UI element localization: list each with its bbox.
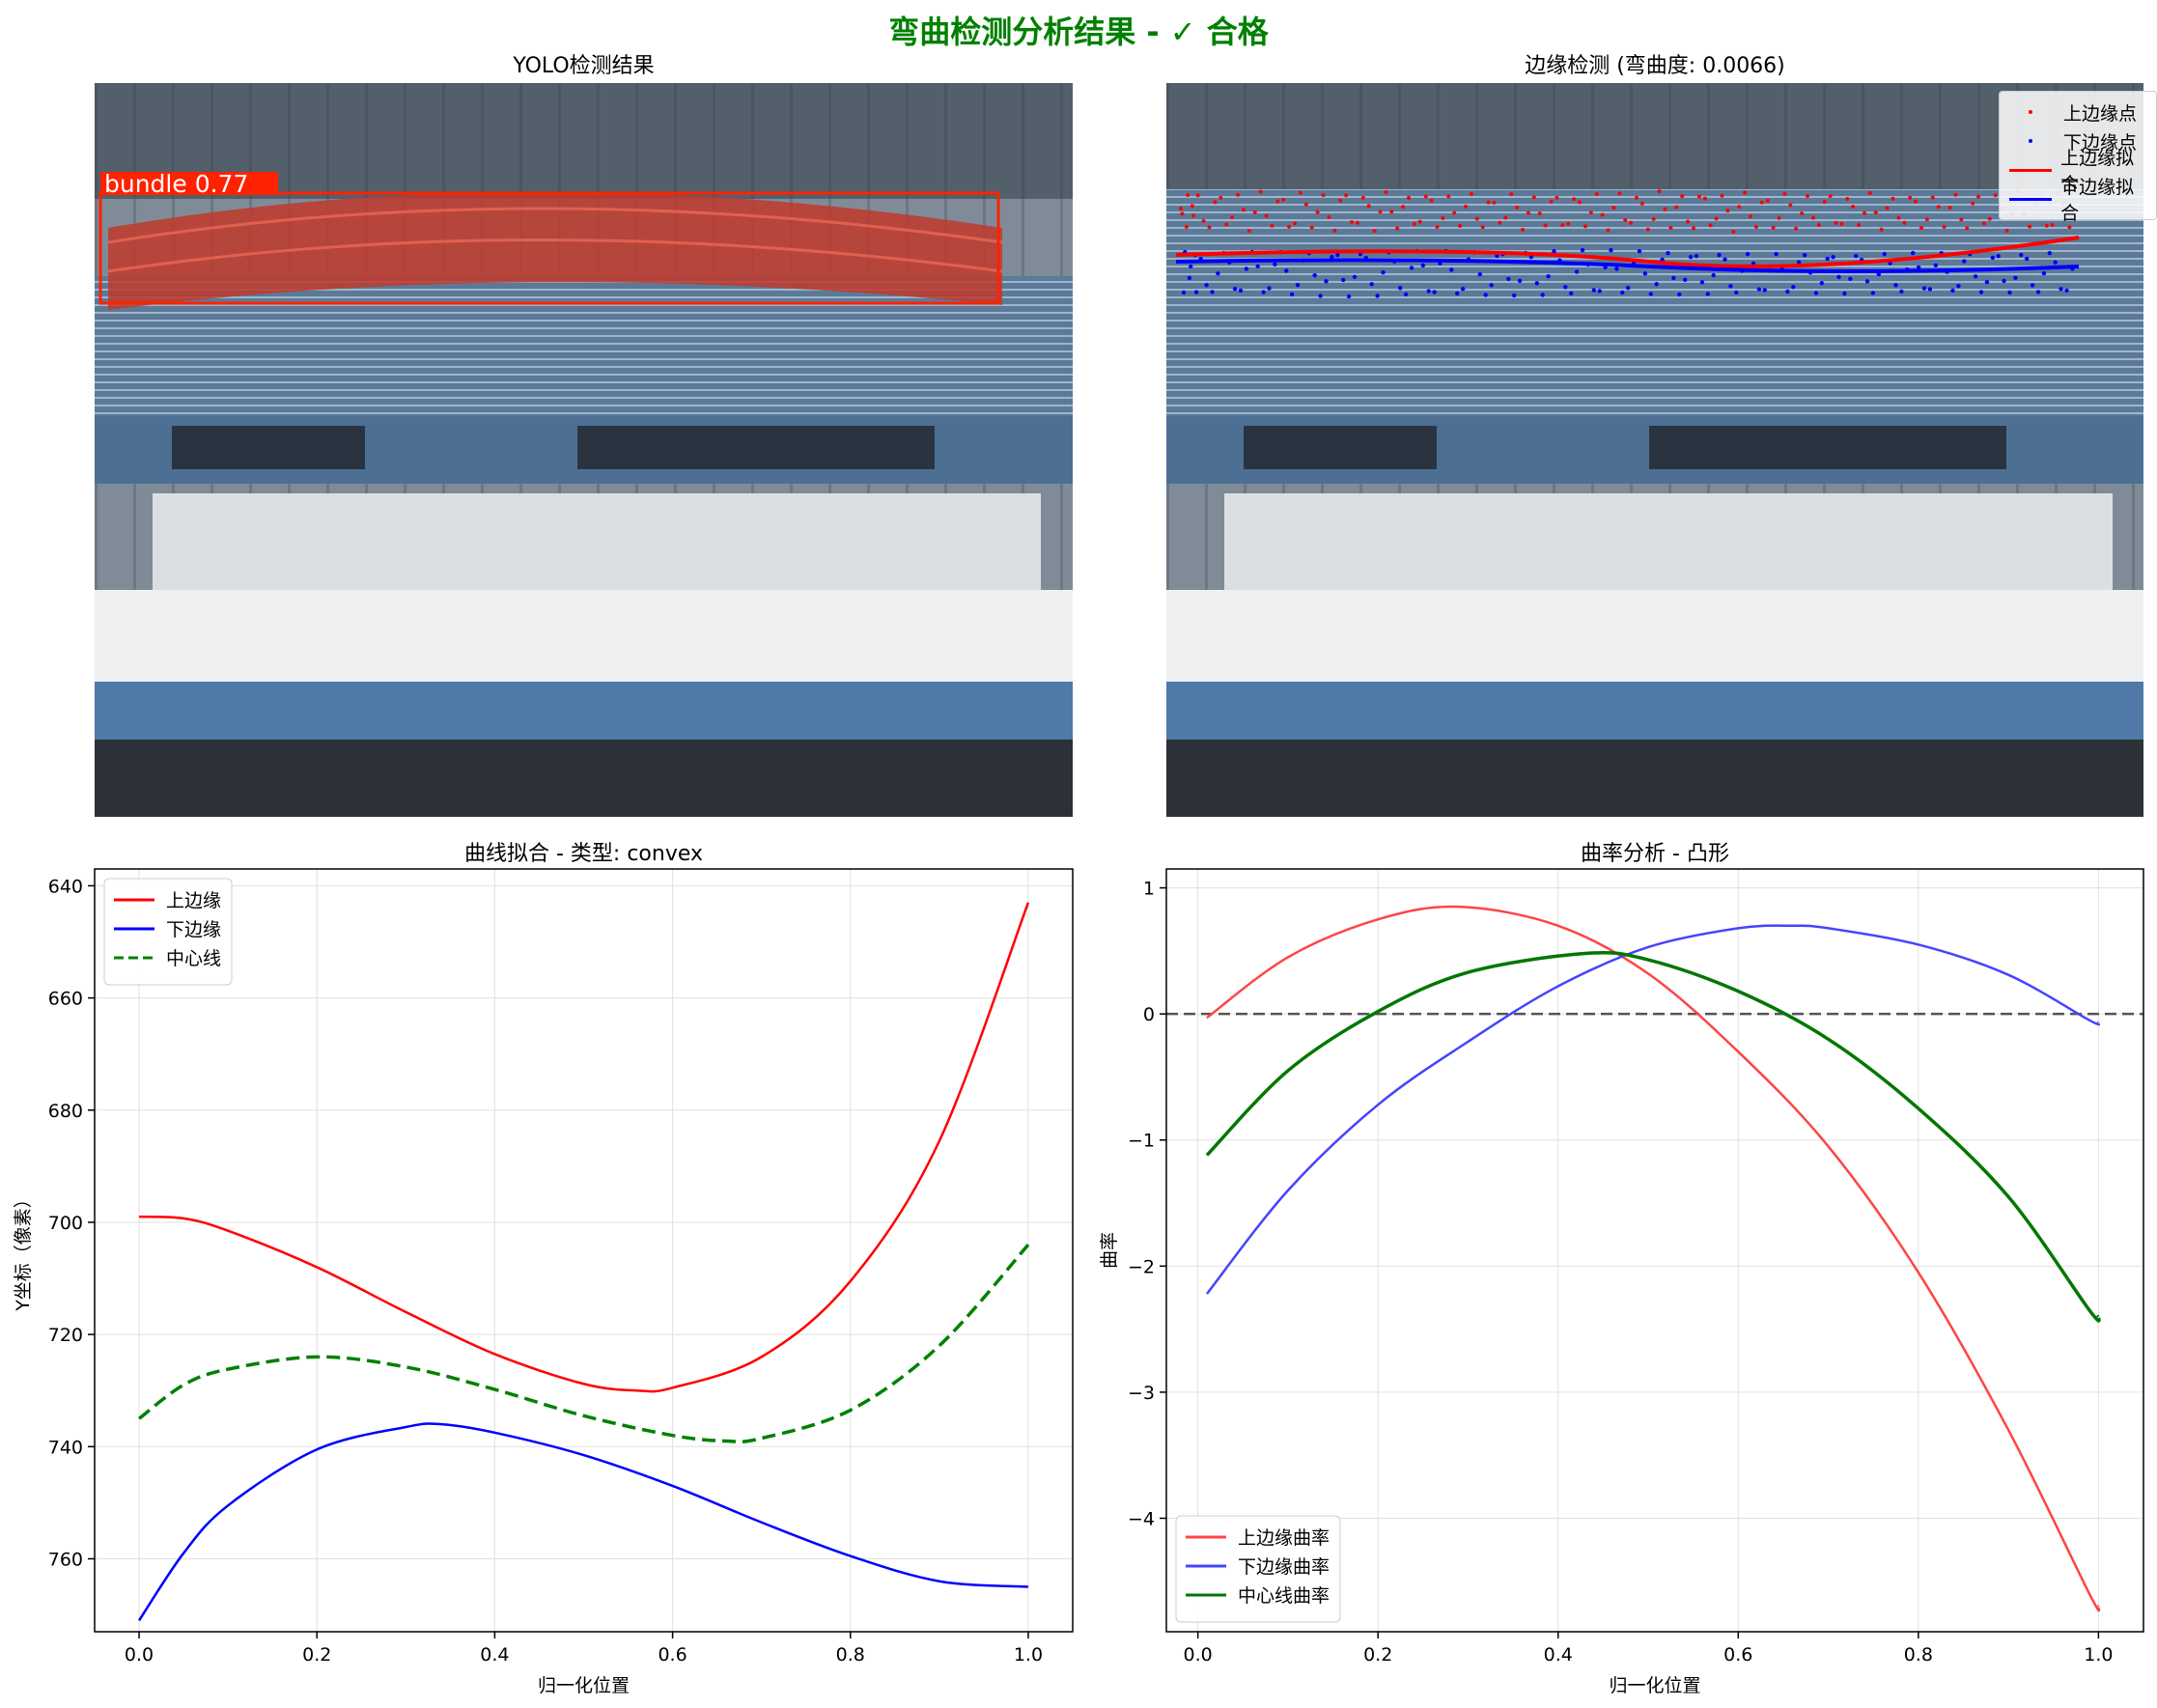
curve-fit-title: 曲线拟合 - 类型: convex [463, 842, 704, 866]
yolo-panel-title: YOLO检测结果 [513, 54, 655, 78]
series-line-1 [138, 1422, 1029, 1622]
axes-frame [94, 868, 1074, 1633]
x-tick-label: 0.6 [1723, 1644, 1752, 1666]
series-line-0 [1206, 905, 2101, 1612]
y-tick-label: 1 [1143, 879, 1155, 900]
axes-frame [1165, 868, 2144, 1633]
y-tick-label: 740 [48, 1437, 83, 1458]
edges-photo-drawing [1166, 83, 2143, 817]
legend-label: 下边缘点 [2063, 131, 2138, 154]
y-tick-label: 0 [1143, 1004, 1155, 1025]
x-tick-label: 0.4 [1544, 1644, 1573, 1666]
edges-legend: 上边缘点 下边缘点 上边缘拟合 下边缘拟合 [1999, 91, 2157, 224]
y-axis-label: 曲率 [1099, 1232, 1120, 1269]
series-line-1 [1205, 924, 2101, 1295]
x-tick-label: 1.0 [2084, 1644, 2113, 1666]
x-tick-label: 0.0 [1184, 1644, 1213, 1666]
detection-box [98, 191, 1000, 305]
y-tick-label: 640 [48, 876, 83, 897]
y-tick-label: −4 [1128, 1508, 1155, 1529]
edges-photo [1166, 83, 2143, 817]
yolo-photo: bundle 0.77 [95, 83, 1073, 817]
y-tick-label: −3 [1128, 1383, 1155, 1404]
curvature-chart: 0.0 0.2 0.4 0.6 0.8 1.0 1 0 −1 −2 −3 −4 归一化位置 曲率上边缘曲率… [1099, 868, 2144, 1696]
series-line-2 [1205, 950, 2101, 1323]
legend-item-lower-points: 下边缘点 [2009, 126, 2146, 155]
x-tick-label: 0.0 [125, 1644, 154, 1666]
curve-fit-chart: 0.0 0.2 0.4 0.6 0.8 1.0 640 660 680 700 720 740 760 归… [13, 868, 1074, 1696]
x-tick-label: 0.2 [302, 1644, 331, 1666]
legend-label: 下边缘曲率 [1238, 1556, 1330, 1578]
legend-label: 上边缘点 [2063, 102, 2138, 125]
legend-item-upper-points: 上边缘点 [2009, 98, 2146, 126]
legend-item-lower-fit: 下边缘拟合 [2009, 177, 2146, 224]
legend-label: 上边缘 [166, 890, 221, 911]
series-line-0 [138, 902, 1030, 1393]
y-axis-label: Y坐标（像素） [13, 1190, 34, 1312]
x-tick-label: 0.4 [480, 1644, 509, 1666]
legend-label: 下边缘 [166, 919, 221, 940]
y-tick-label: 680 [48, 1101, 83, 1122]
edges-panel-title: 边缘检测 (弯曲度: 0.0066) [1525, 54, 1785, 78]
x-tick-label: 0.8 [836, 1644, 865, 1666]
legend-label: 中心线曲率 [1238, 1585, 1330, 1607]
lower-edge-fit-line [1175, 258, 2080, 273]
y-tick-label: −2 [1128, 1256, 1155, 1277]
y-tick-label: 700 [48, 1213, 83, 1234]
upper-edge-fit-line [1175, 236, 2080, 268]
yolo-photo-drawing: bundle 0.77 [95, 83, 1073, 817]
y-tick-label: 760 [48, 1549, 83, 1570]
legend-item-upper-fit: 上边缘拟合 [2009, 148, 2146, 195]
legend-label: 上边缘曲率 [1238, 1527, 1330, 1549]
y-tick-label: 720 [48, 1325, 83, 1346]
x-axis-label: 归一化位置 [1609, 1675, 1700, 1696]
y-tick-label: −1 [1128, 1131, 1155, 1152]
detection-label: bundle 0.77 [104, 170, 248, 198]
curvature-title: 曲率分析 - 凸形 [1581, 842, 1729, 866]
x-tick-label: 1.0 [1014, 1644, 1043, 1666]
x-tick-label: 0.8 [1904, 1644, 1933, 1666]
legend-label: 上边缘拟合 [2060, 148, 2135, 195]
legend-label: 下边缘拟合 [2060, 177, 2135, 224]
x-tick-label: 0.2 [1363, 1644, 1392, 1666]
figure-title: 弯曲检测分析结果 - ✓ 合格 [888, 14, 1269, 50]
x-axis-label: 归一化位置 [538, 1675, 630, 1696]
series-line-2 [137, 1244, 1030, 1443]
legend-label: 中心线 [166, 948, 221, 969]
x-tick-label: 0.6 [658, 1644, 686, 1666]
y-tick-label: 660 [48, 989, 83, 1010]
